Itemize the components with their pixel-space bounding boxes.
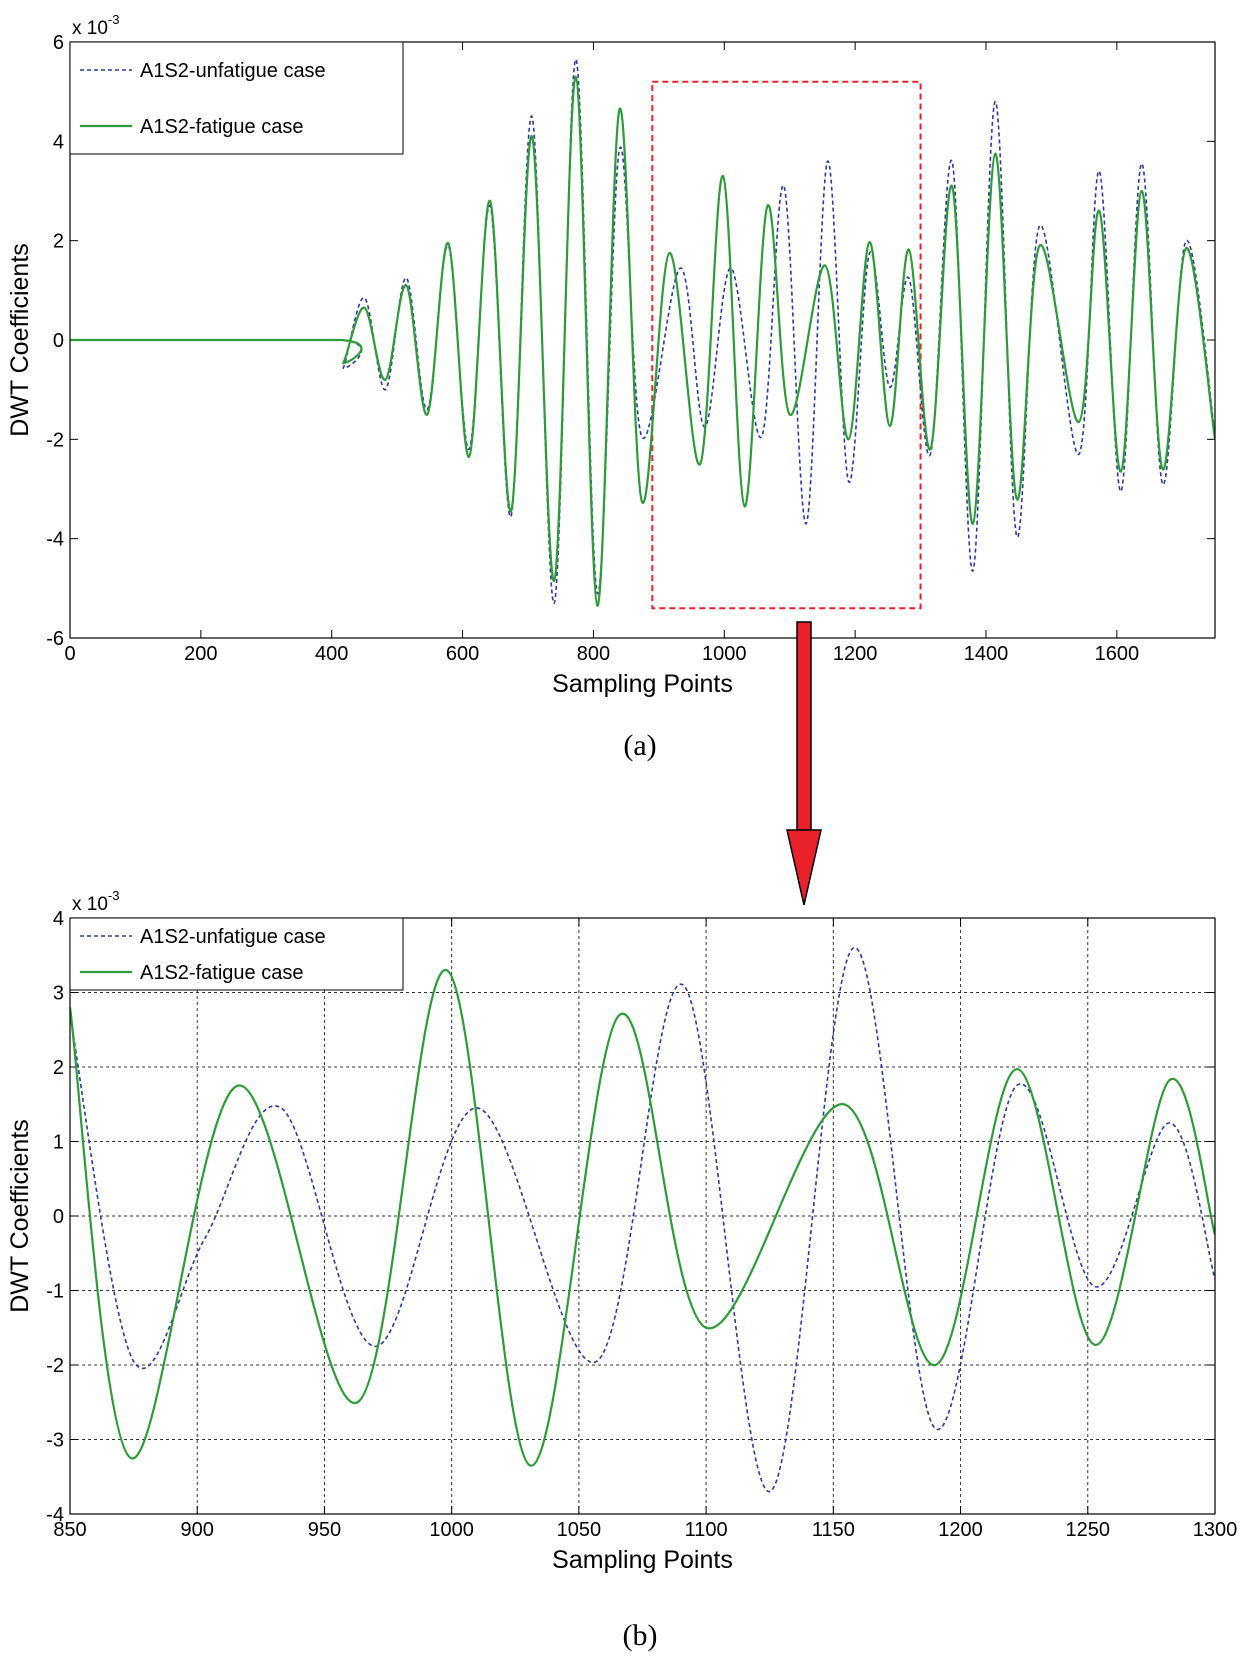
chart-a-x-tick-label: 1000 — [702, 643, 747, 665]
chart-a-y-tick-label: -2 — [46, 429, 64, 451]
chart-b-y-tick-label: -4 — [46, 1504, 64, 1526]
chart-a-x-tick-label: 1600 — [1095, 643, 1140, 665]
chart-b-x-tick-label: 1100 — [685, 1519, 728, 1541]
chart-b-x-tick-label: 1050 — [557, 1519, 602, 1541]
chart-a-caption: (a) — [623, 729, 656, 762]
chart-b-x-tick-label: 1000 — [429, 1519, 474, 1541]
chart-a-unfatigue-vs-fatigue-overview: 0 200 400 600 800 1000 1200 1400 1600 -6 -4 -2 0 2 4 6x… — [6, 12, 1216, 762]
chart-b-y-tick-label: -1 — [46, 1281, 64, 1303]
chart-b-x-tick-label: 950 — [308, 1519, 341, 1541]
chart-b-y-tick-label: 1 — [53, 1132, 64, 1154]
chart-a-x-tick-label: 1400 — [964, 643, 1009, 665]
chart-a-legend: A1S2-unfatigue case A1S2-fatigue case — [69, 41, 404, 155]
chart-a-y-tick-label: 6 — [53, 32, 64, 54]
chart-b-grid — [70, 918, 1215, 1514]
chart-b-x-tick-label: 1300 — [1193, 1519, 1238, 1541]
chart-b-x-tick-label: 1150 — [812, 1519, 855, 1541]
chart-b-series-unfatigue-line — [70, 946, 1215, 1493]
chart-b-x-tick-label: 1200 — [938, 1519, 983, 1541]
chart-a-x-axis-label: Sampling Points — [552, 670, 733, 698]
chart-a-x-tick-label: 1200 — [833, 643, 878, 665]
chart-b-y-tick-label: -2 — [46, 1355, 64, 1377]
chart-a-y-tick-label: -6 — [46, 628, 64, 650]
chart-b-y-tick-label: 4 — [53, 908, 64, 930]
chart-b-y-tick-label: 2 — [53, 1057, 64, 1079]
chart-a-y-tick-label: 4 — [53, 131, 64, 153]
chart-a-x-tick-label: 400 — [315, 643, 348, 665]
chart-b-x-tick-label: 900 — [181, 1519, 214, 1541]
chart-a-legend-label: A1S2-fatigue case — [140, 116, 303, 138]
chart-a-x-tick-label: 800 — [577, 643, 610, 665]
chart-b-y-tick-label: 3 — [53, 983, 64, 1005]
chart-b-y-axis-label: DWT Coefficients — [6, 1119, 34, 1313]
chart-b-legend: A1S2-unfatigue case A1S2-fatigue case — [69, 917, 404, 991]
chart-b-y-tick-label: 0 — [53, 1206, 64, 1228]
chart-b-legend-label: A1S2-unfatigue case — [140, 926, 326, 948]
chart-a-y-exponent-label: x 10-3 — [72, 12, 119, 39]
zoom-arrow-icon — [786, 621, 822, 906]
chart-a-x-tick-label: 600 — [446, 643, 479, 665]
chart-a-legend-label: A1S2-unfatigue case — [140, 60, 326, 82]
chart-b-axes-frame — [69, 917, 1216, 1515]
chart-b-zoomed-detail: 850 900 950 1000 1050 1100 1150 1200 1250 1300 -4 -… — [6, 888, 1237, 1652]
chart-b-y-exponent-label: x 10-3 — [72, 888, 119, 915]
chart-b-series-fatigue-line — [70, 969, 1215, 1467]
chart-a-y-axis-label: DWT Coefficients — [6, 243, 34, 437]
chart-b-x-tick-label: 1250 — [1066, 1519, 1111, 1541]
chart-a-y-tick-label: -4 — [46, 529, 64, 551]
chart-b-x-axis-label: Sampling Points — [552, 1546, 733, 1574]
chart-b-y-tick-label: -3 — [46, 1430, 64, 1452]
chart-a-x-tick-label: 200 — [184, 643, 217, 665]
chart-a-axes-frame — [69, 41, 1216, 639]
chart-b-x-tick-label: 850 — [53, 1519, 86, 1541]
chart-a-series-fatigue-line — [70, 75, 1215, 607]
chart-b-legend-label: A1S2-fatigue case — [140, 962, 303, 984]
chart-a-y-tick-label: 2 — [53, 231, 64, 253]
chart-a-y-tick-label: 0 — [53, 330, 64, 352]
chart-a-x-tick-label: 0 — [64, 643, 75, 665]
chart-b-caption: (b) — [623, 1619, 658, 1652]
chart-a-zoom-region-box — [651, 80, 922, 610]
